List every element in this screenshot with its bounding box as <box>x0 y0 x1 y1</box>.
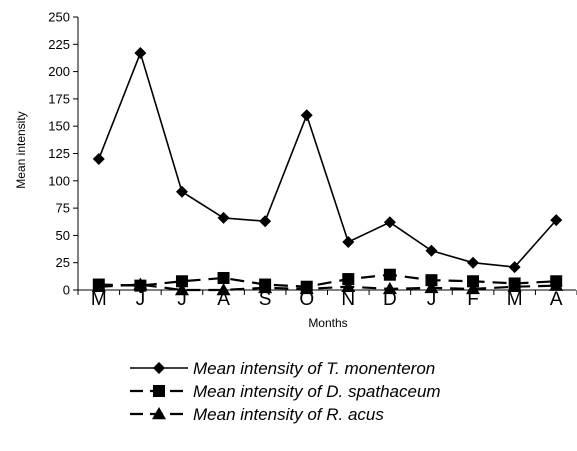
series-group <box>91 47 564 296</box>
data-point <box>175 185 188 198</box>
x-tick-label: S <box>259 289 272 310</box>
data-point <box>92 152 105 165</box>
series-line <box>98 273 557 288</box>
x-tick-label: M <box>91 289 107 310</box>
data-point <box>425 244 438 257</box>
x-tick-label: J <box>177 289 187 310</box>
y-tick-label: 175 <box>48 91 70 106</box>
x-tick-label: A <box>550 289 563 310</box>
x-tick-label: D <box>383 289 397 310</box>
y-tick-label: 250 <box>48 10 70 25</box>
data-point <box>341 279 356 292</box>
data-point <box>467 275 480 288</box>
y-tick-label: 225 <box>48 37 70 52</box>
data-point <box>300 109 313 122</box>
legend-item: Mean intensity of R. acus <box>130 405 384 424</box>
data-point <box>550 275 563 288</box>
y-tick-label: 125 <box>48 146 70 161</box>
data-point <box>466 281 481 295</box>
data-point <box>508 261 521 274</box>
data-point <box>134 47 147 60</box>
x-tick-label: O <box>299 289 314 310</box>
data-point <box>217 211 230 224</box>
data-point <box>383 216 396 229</box>
data-point <box>342 235 355 248</box>
data-point <box>300 280 313 293</box>
data-point <box>425 274 438 287</box>
data-point <box>550 214 563 227</box>
x-axis-title: Months <box>308 316 347 330</box>
legend-item: Mean intensity of D. spathaceum <box>130 382 441 401</box>
y-tick-label: 25 <box>56 255 70 270</box>
legend-item: Mean intensity of T. monenteron <box>130 359 435 378</box>
legend-swatch-marker <box>153 362 165 374</box>
y-tick-label: 200 <box>48 64 70 79</box>
y-tick-label: 75 <box>56 201 70 216</box>
data-point <box>467 256 480 269</box>
x-tick-label: J <box>427 289 437 310</box>
series-diamond <box>92 47 563 274</box>
legend: Mean intensity of T. monenteron Mean inte… <box>130 359 441 424</box>
data-point <box>259 215 272 228</box>
y-tick-label: 100 <box>48 173 70 188</box>
series-square <box>92 268 563 293</box>
legend-label: Mean intensity of R. acus <box>193 405 384 424</box>
data-point <box>259 278 272 291</box>
y-tick-label: 50 <box>56 228 70 243</box>
y-tick-label: 150 <box>48 119 70 134</box>
data-point <box>216 283 231 296</box>
data-point <box>382 281 397 295</box>
data-point <box>174 283 189 296</box>
y-tick-label: 0 <box>63 283 70 298</box>
y-axis-title: Mean intensity <box>14 111 28 188</box>
data-point <box>508 277 521 290</box>
legend-swatch-marker <box>152 407 166 420</box>
series-line <box>98 50 557 268</box>
data-point <box>92 278 105 291</box>
data-point <box>134 279 147 292</box>
legend-swatch-marker <box>153 385 165 397</box>
data-point <box>217 271 230 284</box>
legend-label: Mean intensity of T. monenteron <box>193 359 435 378</box>
x-tick-label: F <box>467 289 479 310</box>
data-point <box>424 280 439 294</box>
legend-label: Mean intensity of D. spathaceum <box>193 382 441 401</box>
x-tick-label: J <box>136 289 146 310</box>
data-point <box>175 275 188 288</box>
x-tick-label: N <box>341 289 355 310</box>
series-line <box>98 283 557 292</box>
data-point <box>342 273 355 286</box>
y-tick-labels: 0 25 50 75 100 125 150 175 200 225 250 <box>48 10 70 298</box>
axes <box>73 16 577 295</box>
x-tick-label: M <box>507 289 523 310</box>
data-point <box>383 268 396 281</box>
